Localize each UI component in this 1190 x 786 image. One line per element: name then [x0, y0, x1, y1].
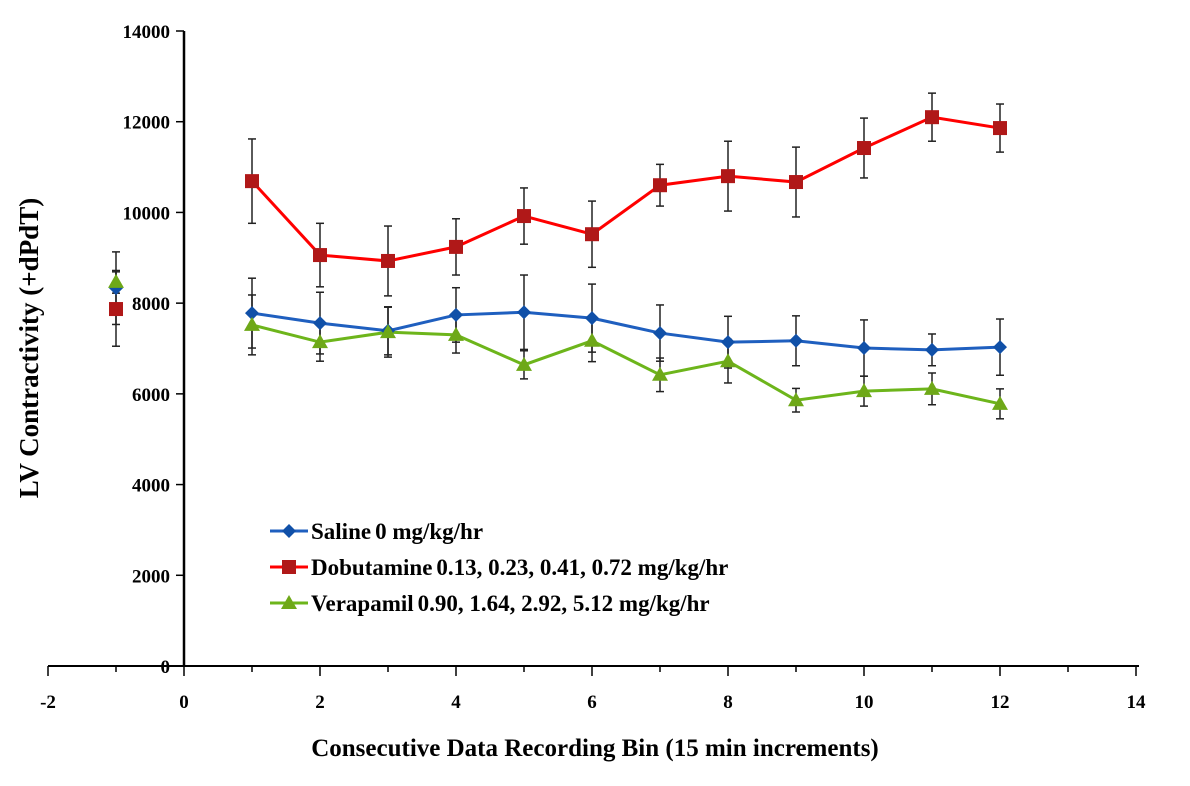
verapamil-legend-label: Verapamil 0.90, 1.64, 2.92, 5.12 mg/kg/hr — [311, 591, 710, 616]
y-tick-label: 2000 — [132, 566, 170, 587]
legend-series-dose: 0.13, 0.23, 0.41, 0.72 mg/kg/hr — [436, 555, 728, 580]
saline-line — [251, 310, 1001, 352]
saline-point — [721, 335, 735, 350]
x-tick-label: 14 — [1127, 692, 1147, 713]
x-tick-label: 2 — [315, 692, 325, 713]
y-tick-label: 4000 — [132, 476, 170, 497]
legend-series-name: Verapamil — [311, 591, 414, 616]
y-tick-label: 0 — [161, 657, 171, 678]
dobutamine-point — [653, 178, 667, 193]
legend-series-dose: 0.90, 1.64, 2.92, 5.12 mg/kg/hr — [418, 591, 710, 616]
y-tick-label: 8000 — [132, 294, 170, 315]
y-tick-label: 10000 — [123, 203, 171, 224]
x-tick-label: 10 — [855, 692, 874, 713]
verapamil-point — [244, 316, 260, 331]
x-tick-label: 8 — [723, 692, 733, 713]
verapamil-point — [312, 334, 328, 349]
x-axis-label: Consecutive Data Recording Bin (15 min i… — [311, 735, 879, 762]
dobutamine-point — [313, 248, 327, 263]
dobutamine-point — [449, 239, 463, 254]
verapamil-point — [992, 395, 1008, 410]
y-axis-label: LV Contractivity (+dPdT) — [14, 198, 44, 498]
saline-point — [789, 333, 803, 348]
dobutamine-legend-marker — [282, 560, 296, 574]
x-tick-label: -2 — [40, 692, 56, 713]
x-tick-label: 4 — [451, 692, 461, 713]
dobutamine-point — [993, 121, 1007, 136]
verapamil-point — [924, 380, 940, 395]
verapamil-point — [108, 273, 124, 288]
verapamil-point — [380, 324, 396, 339]
saline-point — [857, 341, 871, 356]
dobutamine-line — [250, 115, 1001, 263]
verapamil-point — [584, 332, 600, 347]
verapamil-point — [516, 356, 532, 371]
saline-point — [313, 316, 327, 331]
verapamil-line — [251, 323, 1001, 406]
verapamil-point — [720, 353, 736, 368]
legend-series-name: Dobutamine — [311, 555, 432, 580]
verapamil-point — [652, 366, 668, 381]
x-tick-label: 0 — [179, 692, 189, 713]
dobutamine-point — [857, 141, 871, 156]
verapamil-point — [856, 383, 872, 398]
dobutamine-point — [585, 227, 599, 242]
dobutamine-point — [245, 174, 259, 189]
legend: Saline 0 mg/kg/hr Dobutamine 0.13, 0.23, 0.… — [270, 519, 728, 616]
saline-legend-marker — [282, 524, 296, 538]
x-tick-label: 6 — [587, 692, 597, 713]
dobutamine-point — [789, 175, 803, 190]
dobutamine-legend-label: Dobutamine 0.13, 0.23, 0.41, 0.72 mg/kg/h… — [311, 555, 728, 580]
verapamil-legend-marker — [281, 595, 297, 609]
saline-point — [993, 340, 1007, 355]
saline-point — [245, 306, 259, 321]
dobutamine-point — [109, 302, 123, 317]
y-tick-label: 6000 — [132, 385, 170, 406]
legend-series-name: Saline — [311, 519, 371, 544]
axes: -2 0 2 4 6 8 10 12 14 0 2000 4000 6000 8000 10000 12000… — [40, 22, 1146, 713]
dobutamine-point — [721, 169, 735, 184]
y-tick-label: 14000 — [123, 22, 171, 43]
saline-point — [585, 311, 599, 326]
dobutamine-point — [517, 209, 531, 224]
dobutamine-point — [381, 253, 395, 268]
verapamil-point — [448, 326, 464, 341]
dobutamine-point — [925, 110, 939, 125]
saline-point — [449, 307, 463, 322]
markers — [108, 110, 1008, 410]
legend-series-dose: 0 mg/kg/hr — [375, 519, 483, 544]
saline-point — [925, 342, 939, 357]
x-tick-label: 12 — [991, 692, 1010, 713]
saline-point — [653, 326, 667, 341]
series-lines — [250, 115, 1001, 406]
saline-point — [517, 305, 531, 320]
verapamil-point — [788, 392, 804, 407]
y-tick-label: 12000 — [123, 113, 171, 134]
saline-legend-label: Saline 0 mg/kg/hr — [311, 519, 483, 544]
